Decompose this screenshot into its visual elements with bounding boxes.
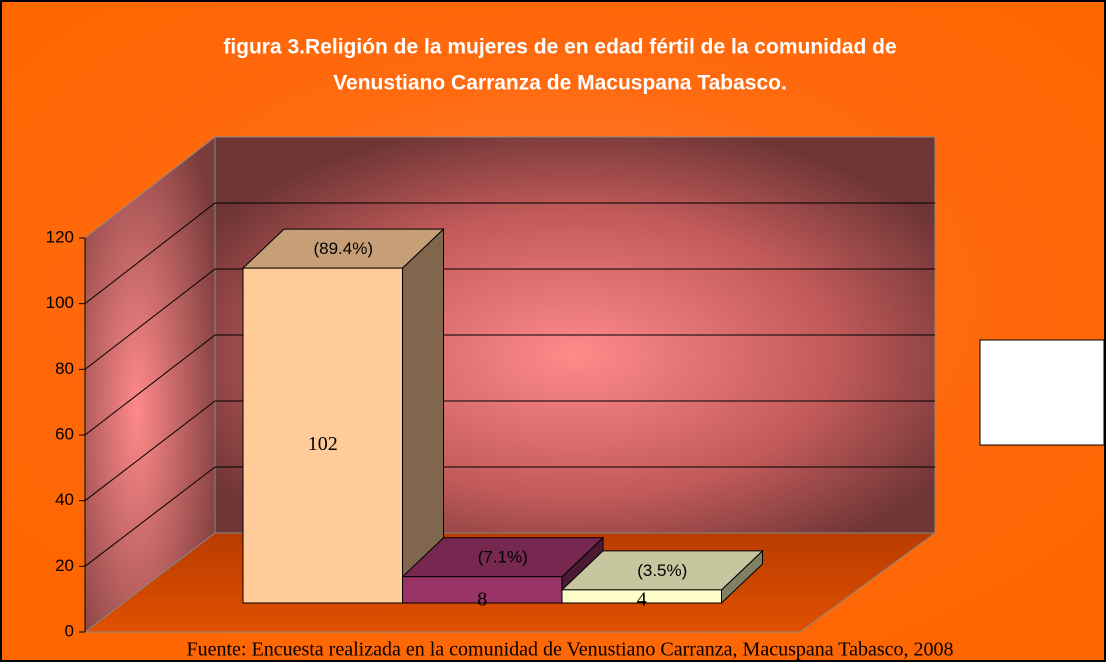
chart-title: Venustiano Carranza de Macuspana Tabasco…	[333, 72, 787, 95]
y-tick-label: 80	[55, 359, 74, 378]
annotation: (89.4%)	[313, 239, 373, 258]
y-tick-label: 120	[46, 227, 74, 246]
y-tick-label: 20	[55, 556, 74, 575]
source: Fuente: Encuesta realizada en la comunid…	[186, 639, 953, 661]
annotation: (7.1%)	[478, 548, 528, 567]
y-tick-label: 60	[55, 424, 74, 443]
y-tick-label: 100	[46, 293, 74, 312]
data-label: 8	[477, 589, 487, 611]
data-label: 102	[308, 433, 338, 455]
bar	[402, 576, 563, 604]
chart-title: figura 3.Religión de la mujeres de en ed…	[223, 36, 896, 59]
legend	[979, 339, 1105, 446]
grid-line	[84, 400, 216, 502]
y-tick-label: 0	[65, 621, 74, 640]
bar	[561, 589, 722, 604]
annotation: (3.5%)	[637, 561, 687, 580]
grid-line	[84, 466, 216, 567]
data-label: 4	[637, 589, 647, 611]
grid-line	[84, 334, 216, 436]
bar	[242, 267, 403, 604]
grid-line	[84, 268, 216, 370]
y-tick-label: 40	[55, 490, 74, 509]
grid-line	[84, 202, 216, 305]
